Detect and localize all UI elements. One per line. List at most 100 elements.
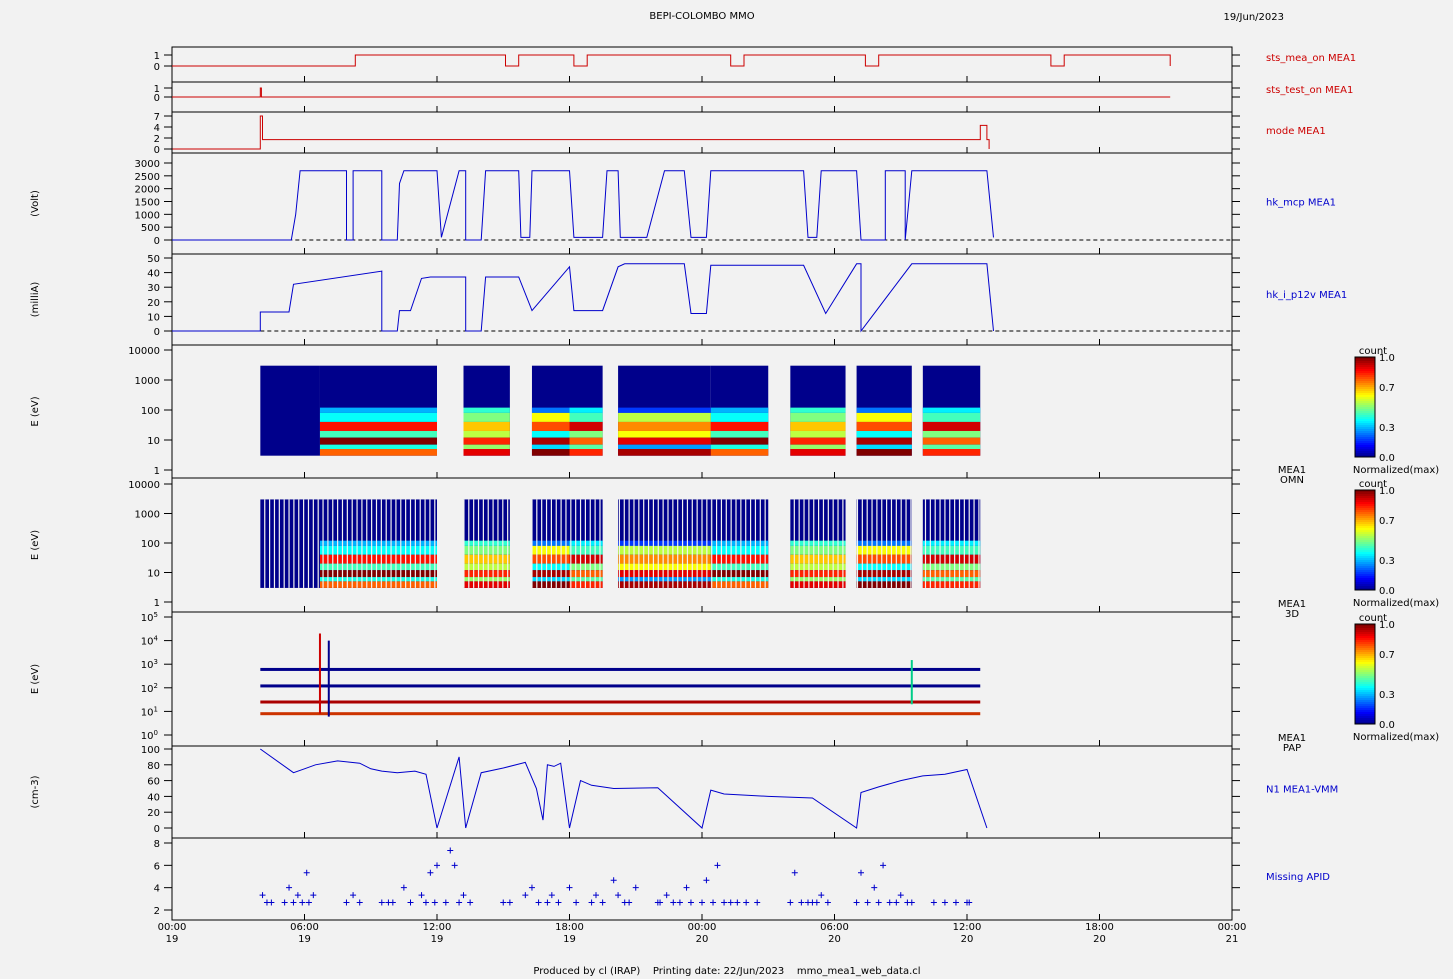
colorbar-xlabel: Normalized(max) bbox=[1353, 598, 1439, 609]
colorbar-cell bbox=[1355, 413, 1375, 416]
spectrogram-band bbox=[569, 421, 603, 431]
spectrogram-band bbox=[531, 421, 570, 431]
colorbar-cell bbox=[1355, 674, 1375, 677]
x-tick-day-label: 19 bbox=[563, 934, 576, 945]
colorbar-cell bbox=[1355, 540, 1375, 543]
data-point bbox=[356, 899, 363, 906]
data-point bbox=[699, 899, 705, 906]
spectrogram-band bbox=[856, 444, 912, 450]
colorbar-cell bbox=[1355, 692, 1375, 695]
colorbar-cell bbox=[1355, 518, 1375, 521]
data-point bbox=[422, 899, 429, 906]
spectrogram-band bbox=[922, 554, 981, 564]
spectrogram-band bbox=[319, 570, 437, 578]
y-tick-label: 103 bbox=[141, 658, 158, 671]
spectrogram-band bbox=[569, 444, 603, 450]
y-tick-label: 3000 bbox=[135, 159, 160, 170]
spectrogram-band bbox=[569, 430, 603, 438]
data-point bbox=[566, 884, 573, 891]
x-tick-label: 18:00 bbox=[1085, 922, 1114, 933]
series-line bbox=[172, 115, 990, 150]
colorbar-cell bbox=[1355, 437, 1375, 440]
colorbar-cell bbox=[1355, 530, 1375, 533]
x-tick-label: 00:00 bbox=[158, 922, 187, 933]
colorbar-cell bbox=[1355, 574, 1375, 577]
data-point bbox=[343, 899, 350, 906]
data-point bbox=[400, 884, 407, 891]
colorbar-cell bbox=[1355, 447, 1375, 450]
colorbar-cell bbox=[1355, 656, 1375, 659]
colorbar-cell bbox=[1355, 668, 1375, 671]
data-point bbox=[657, 899, 664, 906]
colorbar-cell bbox=[1355, 433, 1375, 436]
colorbar-tick-label: 0.7 bbox=[1379, 383, 1395, 394]
spectrogram-band bbox=[856, 581, 912, 588]
data-point bbox=[451, 862, 458, 869]
y-axis-label: (milliA) bbox=[30, 282, 41, 318]
colorbar-tick-label: 0.0 bbox=[1379, 453, 1395, 464]
colorbar-cell bbox=[1355, 552, 1375, 555]
data-point bbox=[864, 899, 871, 906]
colorbar-cell bbox=[1355, 664, 1375, 667]
spectrogram-band bbox=[531, 540, 570, 546]
data-point bbox=[573, 899, 580, 906]
data-point bbox=[871, 884, 878, 891]
y-tick-label: 0 bbox=[154, 327, 160, 338]
data-point bbox=[714, 862, 721, 869]
colorbar-cell bbox=[1355, 397, 1375, 400]
colorbar-cell bbox=[1355, 387, 1375, 390]
spectrogram-band bbox=[790, 444, 846, 450]
spectrogram-band bbox=[618, 570, 711, 578]
data-point bbox=[548, 892, 555, 899]
spectrogram-band bbox=[531, 444, 570, 450]
series-label: hk_i_p12v MEA1 bbox=[1266, 290, 1347, 301]
spectrogram-band bbox=[319, 430, 437, 438]
colorbar-cell bbox=[1355, 504, 1375, 507]
y-tick-label: 100 bbox=[141, 745, 160, 756]
data-point bbox=[880, 862, 887, 869]
colorbar-cell bbox=[1355, 684, 1375, 687]
data-point bbox=[456, 899, 463, 906]
colorbar-tick-label: 0.0 bbox=[1379, 720, 1395, 731]
spectrogram-band bbox=[319, 563, 437, 571]
spectrogram-band bbox=[463, 545, 510, 555]
y-axis-label: (cm-3) bbox=[30, 775, 41, 808]
x-tick-day-label: 20 bbox=[961, 934, 974, 945]
panel-frame bbox=[171, 611, 1233, 747]
spectrogram-band bbox=[922, 545, 981, 555]
y-tick-label: 500 bbox=[141, 223, 160, 234]
x-tick-day-label: 19 bbox=[166, 934, 179, 945]
colorbar-cell bbox=[1355, 375, 1375, 378]
spectrogram-band bbox=[856, 577, 912, 582]
series-label: PAP bbox=[1283, 743, 1301, 754]
colorbar-cell bbox=[1355, 542, 1375, 545]
y-tick-label: 40 bbox=[147, 269, 160, 280]
colorbar-cell bbox=[1355, 403, 1375, 406]
colorbar-cell bbox=[1355, 562, 1375, 565]
data-point bbox=[787, 899, 794, 906]
spectrogram-band bbox=[790, 430, 846, 438]
colorbar-cell bbox=[1355, 510, 1375, 513]
colorbar-cell bbox=[1355, 682, 1375, 685]
colorbar-cell bbox=[1355, 449, 1375, 452]
spectrogram-band bbox=[922, 563, 981, 571]
data-point bbox=[434, 862, 440, 869]
colorbar-cell bbox=[1355, 419, 1375, 422]
y-axis-label: (Volt) bbox=[30, 190, 41, 217]
colorbar-cell bbox=[1355, 411, 1375, 414]
spectrogram-band bbox=[531, 563, 570, 571]
colorbar-cell bbox=[1355, 578, 1375, 581]
colorbar-cell bbox=[1355, 532, 1375, 535]
data-point bbox=[378, 899, 385, 906]
colorbar-cell bbox=[1355, 634, 1375, 637]
pap-energy-line bbox=[260, 712, 981, 716]
spectrogram-band bbox=[319, 437, 437, 445]
data-point bbox=[663, 892, 670, 899]
colorbar-cell bbox=[1355, 710, 1375, 713]
y-axis-label: E (eV) bbox=[30, 396, 41, 426]
spectrogram-band bbox=[569, 545, 603, 555]
y-axis-label: E (eV) bbox=[30, 664, 41, 694]
colorbar-cell bbox=[1355, 546, 1375, 549]
colorbar-cell bbox=[1355, 686, 1375, 689]
